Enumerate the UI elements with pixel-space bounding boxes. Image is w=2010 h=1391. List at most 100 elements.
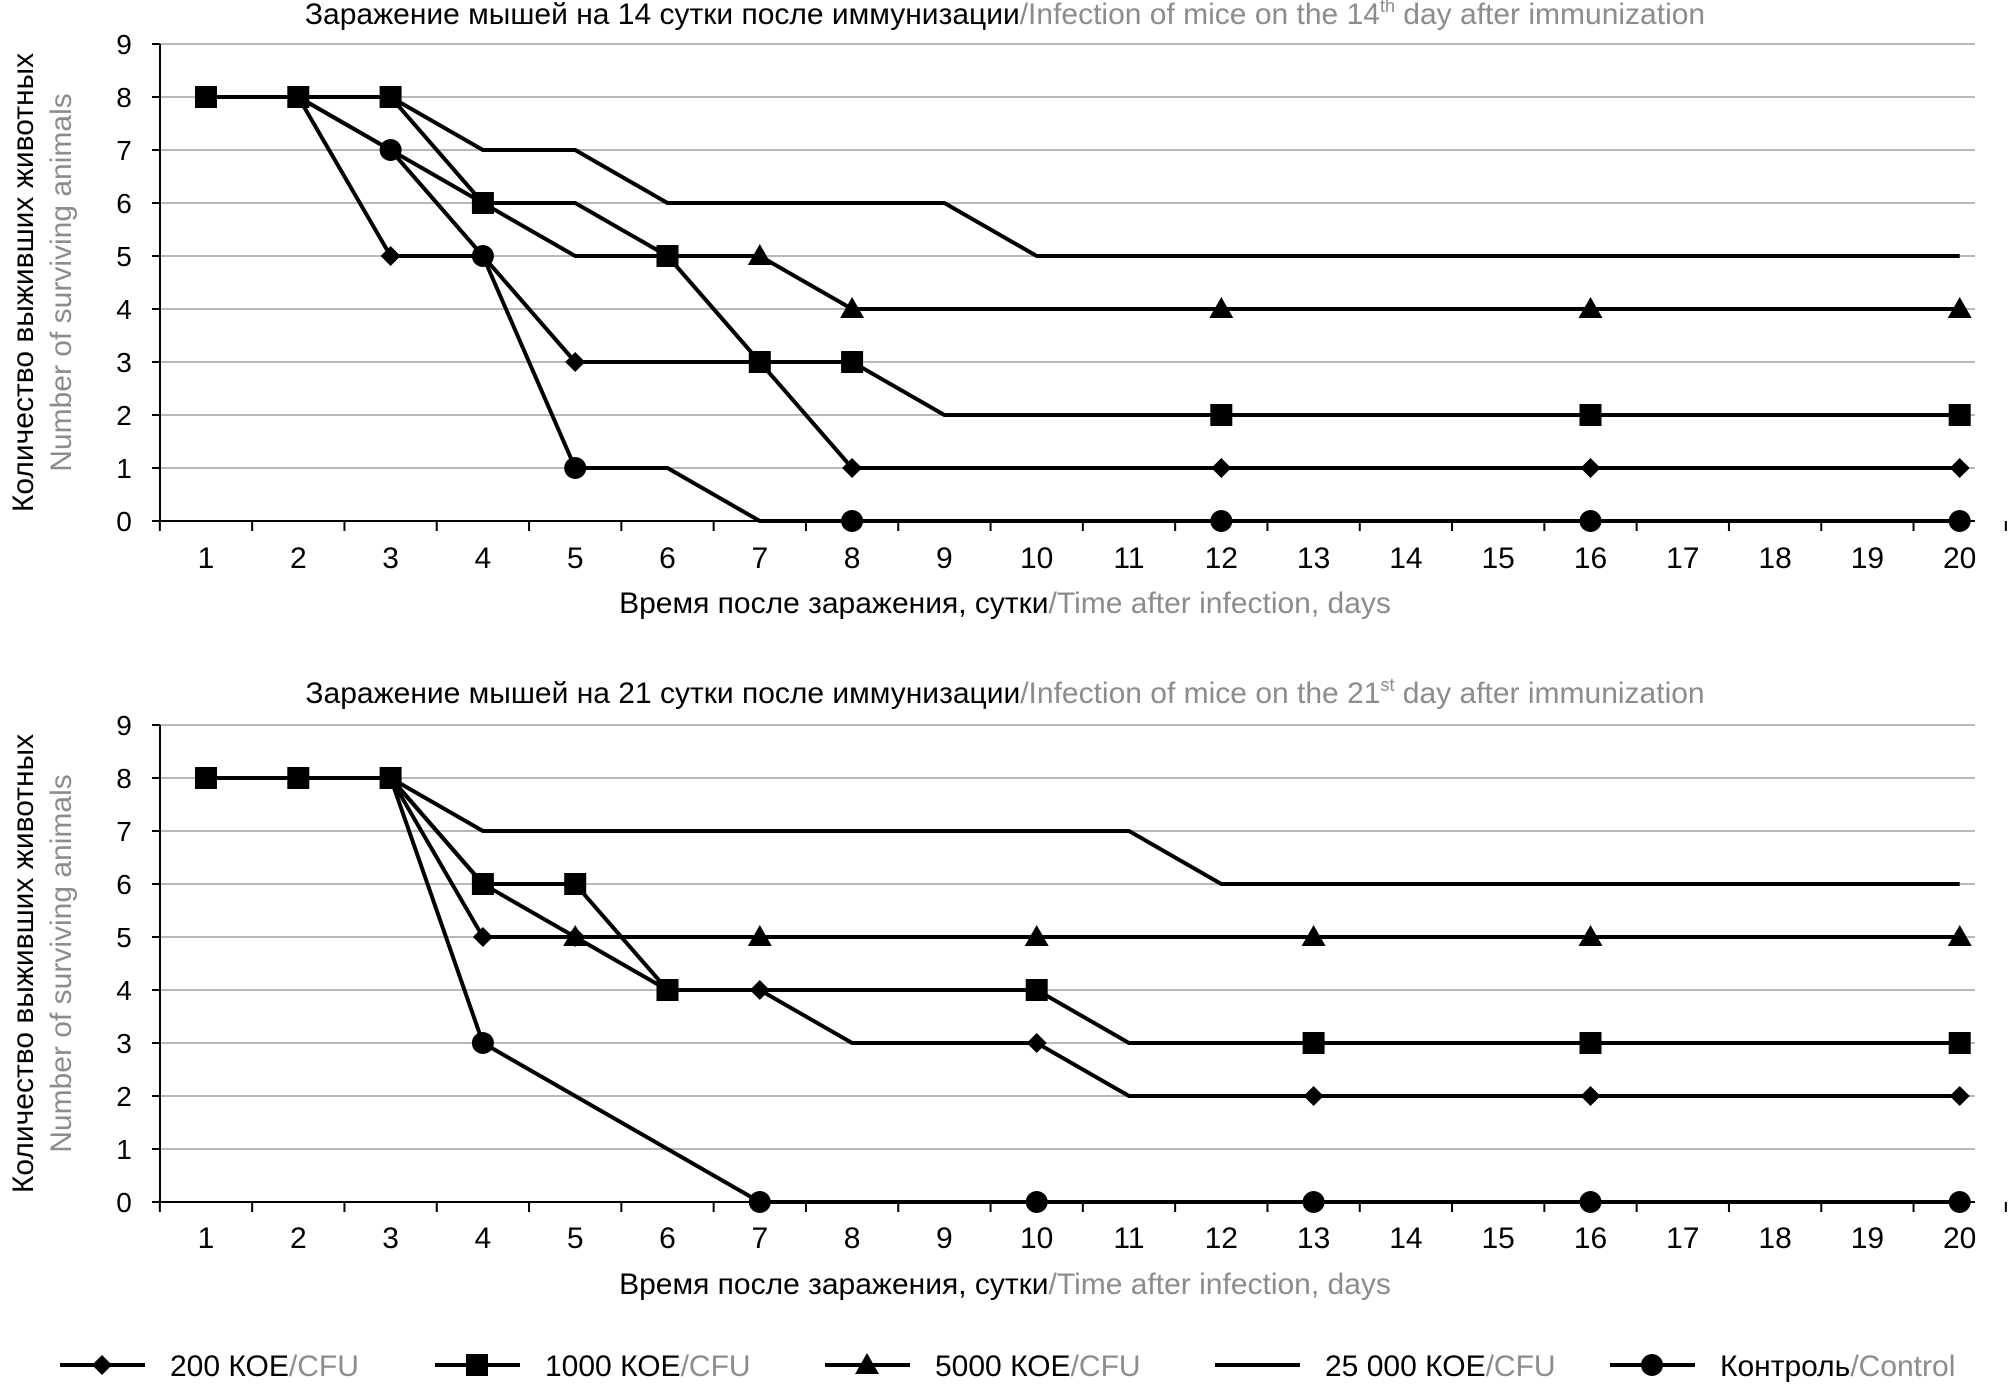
- data-point-diamond-marker: [565, 352, 586, 372]
- y-tick-label: 7: [116, 816, 132, 847]
- x-tick-label: 1: [198, 542, 215, 575]
- chart-title: Заражение мышей на 21 сутки после иммуни…: [305, 675, 1704, 710]
- data-point-triangle-marker: [840, 297, 865, 318]
- x-tick-label: 18: [1758, 1222, 1791, 1255]
- data-point-diamond-marker: [1949, 458, 1970, 478]
- series-3: [206, 95, 1972, 318]
- legend-label-en: /CFU: [1071, 1350, 1141, 1383]
- x-axis-label-en: /Time after infection, days: [1049, 1268, 1391, 1301]
- series-2: [195, 767, 1971, 1054]
- y-tick-label: 3: [116, 1028, 132, 1059]
- x-tick-label: 15: [1482, 1222, 1515, 1255]
- x-tick-label: 6: [659, 1222, 676, 1255]
- series-line: [206, 776, 1960, 939]
- legend-item: Контроль/Control: [1610, 1350, 1955, 1383]
- data-point-diamond-marker: [1026, 1033, 1047, 1053]
- y-tick-label: 8: [116, 763, 132, 794]
- data-point-triangle-marker: [747, 244, 772, 265]
- y-tick-label: 3: [116, 347, 132, 378]
- series-5: [206, 776, 1971, 1213]
- x-tick-label: 16: [1574, 542, 1607, 575]
- data-point-diamond-marker: [472, 927, 493, 947]
- data-point-circle-marker: [1948, 1191, 1971, 1213]
- data-point-circle-marker: [748, 1191, 771, 1213]
- y-tick-label: 5: [116, 241, 132, 272]
- y-tick-label: 6: [116, 869, 132, 900]
- chart-panel-1: Заражение мышей на 14 сутки после иммуни…: [7, 0, 2007, 620]
- x-tick-label: 12: [1205, 542, 1238, 575]
- x-tick-label: 7: [751, 542, 768, 575]
- legend-label-ru: 1000 КОЕ: [545, 1350, 681, 1383]
- data-point-diamond-marker: [1211, 458, 1232, 478]
- y-tick-label: 2: [116, 1081, 132, 1112]
- series-1: [196, 87, 1970, 478]
- x-tick-label: 17: [1666, 542, 1699, 575]
- x-tick-label: 11: [1113, 542, 1144, 575]
- chart-title: Заражение мышей на 14 сутки после иммуни…: [305, 0, 1705, 31]
- data-point-circle-marker: [1948, 510, 1971, 532]
- x-tick-label: 16: [1574, 1222, 1607, 1255]
- series-line: [206, 95, 1960, 311]
- series-line: [206, 95, 1960, 258]
- x-axis-label-ru: Время после заражения, сутки: [619, 587, 1048, 620]
- y-tick-label: 0: [116, 1187, 132, 1218]
- x-tick-label: 11: [1113, 1222, 1144, 1255]
- legend-item: 5000 КОЕ/CFU: [825, 1350, 1141, 1383]
- x-tick-label: 19: [1851, 542, 1884, 575]
- data-point-square-marker: [656, 979, 679, 1001]
- legend-label-ru: Контроль: [1720, 1350, 1850, 1383]
- y-tick-label: 1: [116, 453, 132, 484]
- series-2: [195, 86, 1971, 426]
- x-tick-label: 17: [1666, 1222, 1699, 1255]
- series-4: [206, 95, 1960, 258]
- x-tick-label: 10: [1020, 542, 1053, 575]
- chart-title-en: /Infection of mice on the 21: [1020, 677, 1380, 710]
- x-tick-label: 9: [936, 542, 953, 575]
- legend-label-ru: 25 000 КОЕ: [1325, 1350, 1486, 1383]
- data-point-circle-marker: [1579, 510, 1602, 532]
- data-point-triangle-marker: [1301, 925, 1326, 946]
- data-point-circle-marker: [841, 510, 864, 532]
- data-point-triangle-marker: [1209, 297, 1234, 318]
- data-point-square-marker: [1302, 1032, 1325, 1054]
- data-point-circle-marker: [1579, 1191, 1602, 1213]
- x-tick-label: 18: [1758, 542, 1791, 575]
- data-point-circle-marker: [1210, 510, 1233, 532]
- legend-label: 1000 КОЕ/CFU: [545, 1350, 751, 1383]
- x-tick-label: 7: [751, 1222, 768, 1255]
- series-line: [206, 95, 1960, 523]
- legend-label-en: /Control: [1850, 1350, 1955, 1383]
- data-point-triangle-marker: [1024, 925, 1049, 946]
- y-tick-label: 5: [116, 922, 132, 953]
- data-point-triangle-marker: [1578, 925, 1603, 946]
- x-tick-label: 15: [1482, 542, 1515, 575]
- legend-circle-marker: [1641, 1354, 1663, 1376]
- data-point-circle-marker: [564, 457, 587, 479]
- chart-title-ru: Заражение мышей на 21 сутки после иммуни…: [305, 677, 1020, 710]
- data-point-square-marker: [841, 351, 864, 373]
- x-tick-label: 5: [567, 1222, 584, 1255]
- legend-label-en: /CFU: [1486, 1350, 1556, 1383]
- x-tick-label: 9: [936, 1222, 953, 1255]
- legend-label-ru: 5000 КОЕ: [935, 1350, 1071, 1383]
- x-tick-label: 19: [1851, 1222, 1884, 1255]
- data-point-diamond-marker: [1580, 458, 1601, 478]
- legend-label-en: /CFU: [681, 1350, 751, 1383]
- x-tick-label: 5: [567, 542, 584, 575]
- x-axis-label: Время после заражения, сутки/Time after …: [619, 587, 1391, 620]
- x-tick-label: 14: [1389, 542, 1422, 575]
- y-axis-label-ru: Количество выживших животных: [7, 53, 40, 512]
- legend-item: 1000 КОЕ/CFU: [435, 1350, 751, 1383]
- data-point-square-marker: [1579, 1032, 1602, 1054]
- y-tick-label: 1: [116, 1134, 132, 1165]
- x-tick-label: 13: [1297, 1222, 1330, 1255]
- data-point-triangle-marker: [1578, 297, 1603, 318]
- x-tick-label: 2: [290, 1222, 307, 1255]
- x-tick-label: 3: [382, 542, 399, 575]
- y-tick-label: 7: [116, 135, 132, 166]
- data-point-circle-marker: [1302, 1191, 1325, 1213]
- chart-title-en-tail: day after immunization: [1395, 0, 1705, 31]
- data-point-triangle-marker: [747, 925, 772, 946]
- series-line: [206, 776, 1960, 1098]
